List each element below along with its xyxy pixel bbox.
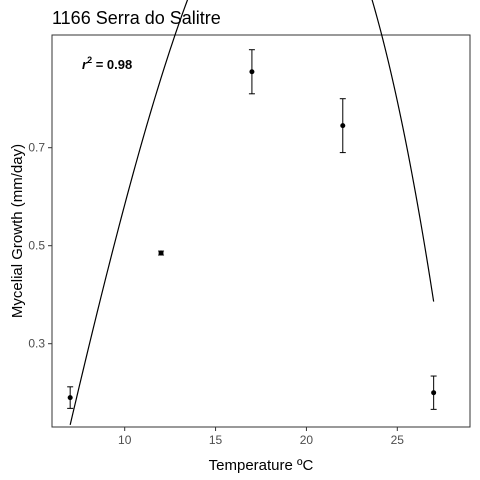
data-point-group <box>67 386 74 409</box>
data-point-group <box>158 250 165 256</box>
y-axis-title: Mycelial Growth (mm/day) <box>9 144 26 318</box>
x-tick-label: 20 <box>300 433 314 447</box>
plot-content <box>67 0 437 425</box>
fit-curve <box>69 0 435 425</box>
x-axis: 10 15 20 25 <box>118 427 404 447</box>
data-point <box>431 390 437 396</box>
y-tick-label: 0.7 <box>28 141 45 155</box>
data-point-group <box>430 375 437 410</box>
r-squared-annotation: r2 = 0.98 <box>82 55 132 72</box>
data-point <box>67 395 73 401</box>
data-point-group <box>248 49 255 95</box>
data-point <box>249 69 255 75</box>
x-tick-label: 15 <box>209 433 223 447</box>
data-point-group <box>339 98 346 154</box>
chart-title: 1166 Serra do Salitre <box>52 8 221 28</box>
x-tick-label: 10 <box>118 433 132 447</box>
y-tick-label: 0.5 <box>28 239 45 253</box>
x-tick-label: 25 <box>391 433 405 447</box>
x-axis-title: Temperature ºC <box>209 457 314 474</box>
data-point <box>158 250 164 256</box>
data-point <box>340 123 346 129</box>
y-tick-label: 0.3 <box>28 337 45 351</box>
plot-panel <box>51 34 471 428</box>
y-axis: 0.3 0.5 0.7 <box>28 141 52 351</box>
